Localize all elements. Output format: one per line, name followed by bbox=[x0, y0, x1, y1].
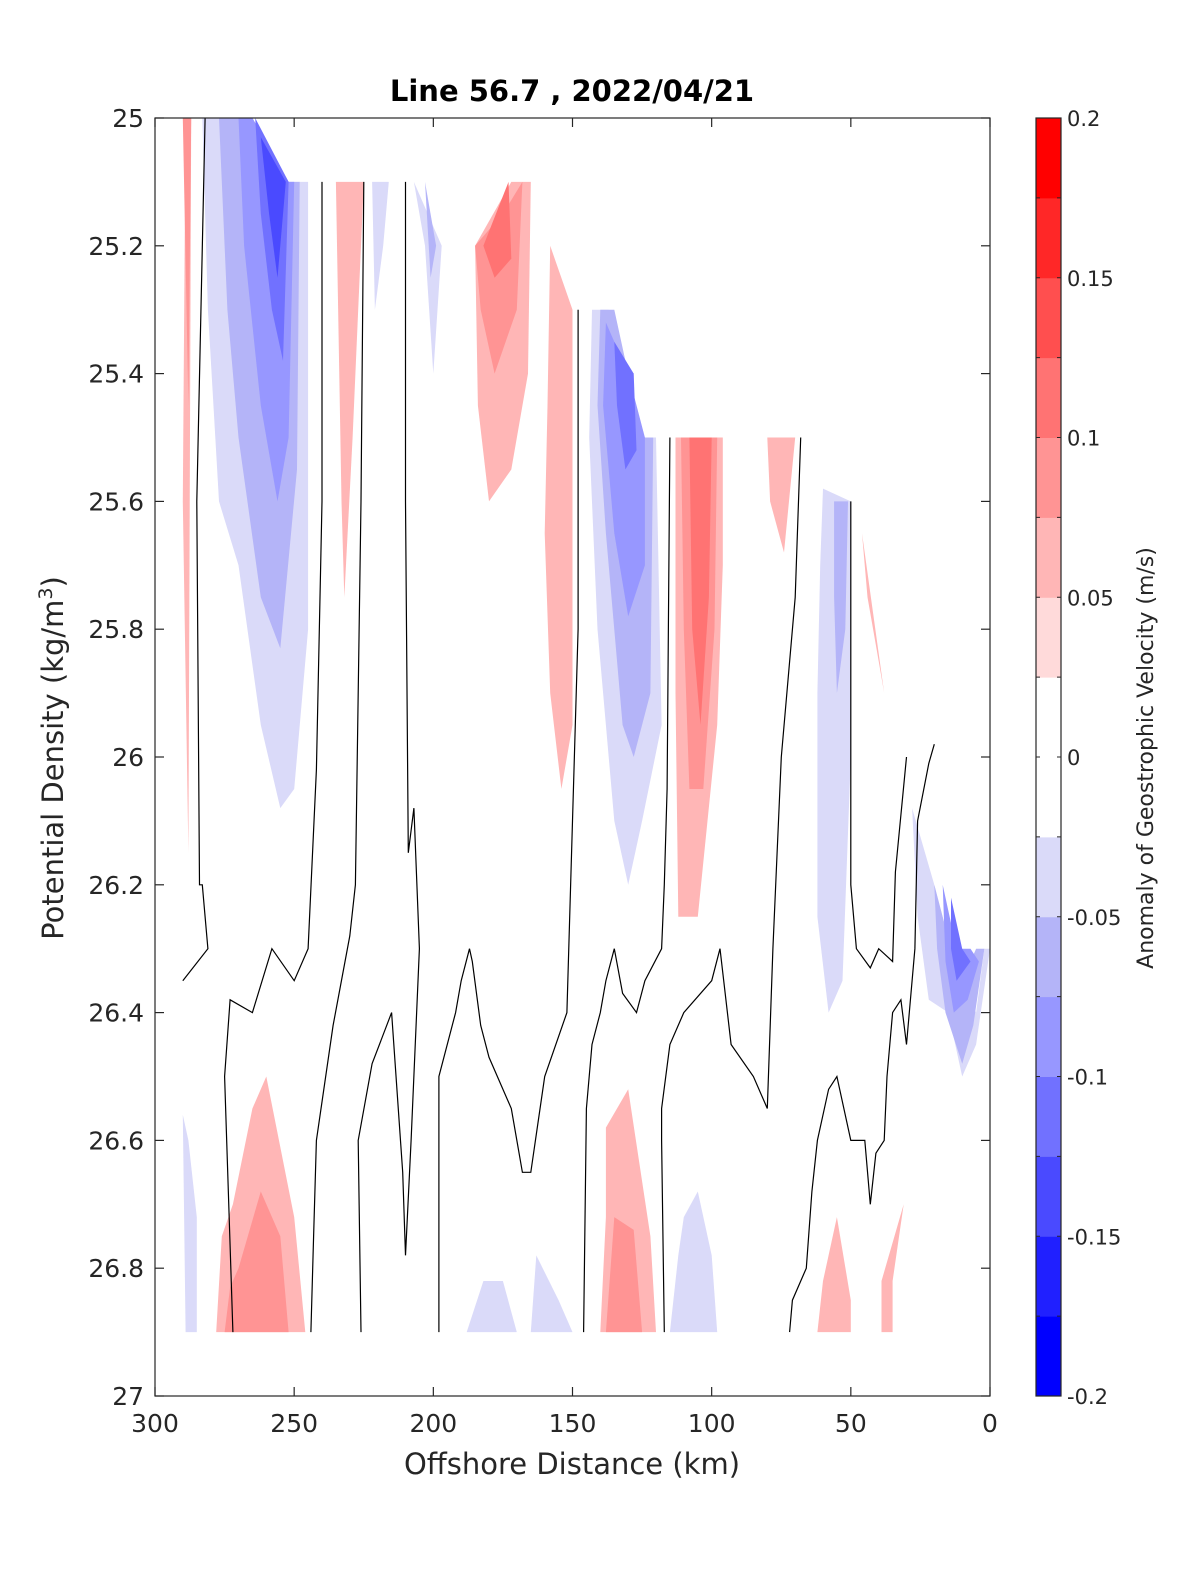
colorbar-bin bbox=[1036, 1236, 1061, 1317]
colorbar-frame bbox=[1035, 117, 1062, 1397]
colorbar-tick-label: 0.1 bbox=[1067, 427, 1100, 451]
zero-contour-8 bbox=[850, 501, 908, 970]
colorbar-bin bbox=[1036, 197, 1061, 279]
y-tick-label: 26.8 bbox=[88, 1254, 144, 1283]
axes: 300 250 200 150 100 50 0 25 25.2 25.4 25.6 25.8 26 26… bbox=[88, 104, 998, 1438]
y-tick-label: 27 bbox=[112, 1382, 144, 1411]
x-tick-label: 50 bbox=[835, 1409, 867, 1438]
colorbar-bin bbox=[1036, 597, 1061, 678]
colorbar-tick-label: 0.15 bbox=[1067, 267, 1114, 291]
velocity-region-25 bbox=[862, 533, 885, 694]
y-tick-label: 25.2 bbox=[88, 232, 144, 261]
plot-area bbox=[182, 117, 990, 1333]
velocity-region-33 bbox=[466, 1281, 517, 1333]
y-tick-label: 26 bbox=[112, 743, 144, 772]
colorbar-bin bbox=[1036, 677, 1061, 758]
y-tick-label: 25 bbox=[112, 104, 144, 133]
velocity-region-32 bbox=[224, 1191, 289, 1333]
zero-contour-0 bbox=[182, 117, 209, 982]
y-axis-label-superscript: 3 bbox=[35, 587, 57, 599]
colorbar-bin bbox=[1036, 437, 1061, 518]
x-tick-label: 250 bbox=[270, 1409, 318, 1438]
x-tick-label: 0 bbox=[982, 1409, 998, 1438]
velocity-region-18 bbox=[614, 341, 637, 470]
velocity-region-39 bbox=[881, 1204, 904, 1333]
zero-contour-6 bbox=[660, 437, 802, 1333]
x-tick-label: 100 bbox=[688, 1409, 736, 1438]
zero-contour-7 bbox=[789, 744, 935, 1333]
colorbar-tick-label: -0.1 bbox=[1067, 1066, 1108, 1090]
zero-contour-2 bbox=[310, 181, 365, 1333]
x-tick-label: 300 bbox=[131, 1409, 179, 1438]
velocity-region-38 bbox=[817, 1217, 851, 1333]
velocity-region-12 bbox=[475, 181, 523, 374]
colorbar-tick-label: 0.05 bbox=[1067, 586, 1114, 610]
velocity-region-30 bbox=[182, 1114, 197, 1333]
y-axis-label-suffix: ) bbox=[36, 576, 70, 587]
colorbar-bin bbox=[1036, 357, 1061, 439]
chart-title: Line 56.7 , 2022/04/21 bbox=[390, 74, 754, 108]
zero-contour-1 bbox=[223, 181, 323, 1333]
colorbar-bin bbox=[1036, 277, 1061, 359]
x-axis-label: Offshore Distance (km) bbox=[404, 1447, 740, 1481]
colorbar-bin bbox=[1036, 757, 1061, 838]
velocity-region-22 bbox=[767, 437, 796, 553]
velocity-region-1 bbox=[182, 118, 192, 406]
velocity-region-9 bbox=[413, 181, 442, 374]
colorbar-bin bbox=[1036, 1156, 1061, 1237]
velocity-region-6 bbox=[260, 137, 286, 278]
x-tick-label: 150 bbox=[549, 1409, 597, 1438]
velocity-region-13 bbox=[483, 181, 512, 278]
colorbar: -0.2 -0.15 -0.1 -0.05 0 0.05 0.1 0.15 0.2 bbox=[1035, 107, 1121, 1409]
y-axis-label: Potential Density (kg/m3) bbox=[35, 576, 70, 940]
velocity-region-36 bbox=[605, 1217, 643, 1333]
zero-contour-4 bbox=[438, 309, 579, 1333]
velocity-region-21 bbox=[689, 437, 712, 725]
colorbar-bin bbox=[1036, 1076, 1061, 1157]
colorbar-bin bbox=[1036, 836, 1061, 918]
y-tick-label: 26.4 bbox=[88, 999, 144, 1028]
velocity-region-17 bbox=[603, 322, 645, 617]
colorbar-bin bbox=[1036, 517, 1061, 598]
colorbar-tick-label: 0 bbox=[1067, 746, 1080, 770]
velocity-region-24 bbox=[834, 501, 848, 694]
y-tick-label: 26.6 bbox=[88, 1126, 144, 1155]
y-axis-label-text: Potential Density (kg/m bbox=[36, 600, 70, 940]
colorbar-tick-label: 0.2 bbox=[1067, 107, 1100, 131]
colorbar-tick-label: -0.15 bbox=[1067, 1225, 1121, 1249]
x-tick-label: 200 bbox=[409, 1409, 457, 1438]
colorbar-bin bbox=[1036, 916, 1061, 998]
velocity-region-34 bbox=[530, 1255, 573, 1333]
y-tick-label: 26.2 bbox=[88, 871, 144, 900]
colorbar-tick-label: -0.05 bbox=[1067, 906, 1121, 930]
velocity-region-10 bbox=[425, 181, 437, 278]
velocity-region-28 bbox=[942, 884, 979, 1013]
y-tick-label: 25.6 bbox=[88, 487, 144, 516]
velocity-region-37 bbox=[669, 1191, 718, 1333]
y-tick-label: 25.4 bbox=[88, 360, 144, 389]
y-tick-label: 25.8 bbox=[88, 615, 144, 644]
colorbar-tick-label: -0.2 bbox=[1067, 1385, 1108, 1409]
zero-contour-5 bbox=[583, 437, 671, 1333]
velocity-region-14 bbox=[544, 245, 573, 790]
velocity-region-7 bbox=[335, 181, 364, 598]
velocity-region-29 bbox=[951, 897, 971, 981]
velocity-region-8 bbox=[372, 181, 389, 310]
colorbar-label: Anomaly of Geostrophic Velocity (m/s) bbox=[1134, 547, 1159, 969]
colorbar-bin bbox=[1036, 1316, 1061, 1397]
zero-contour-3 bbox=[357, 181, 421, 1333]
colorbar-bin bbox=[1036, 996, 1061, 1078]
colorbar-bin bbox=[1036, 118, 1061, 199]
